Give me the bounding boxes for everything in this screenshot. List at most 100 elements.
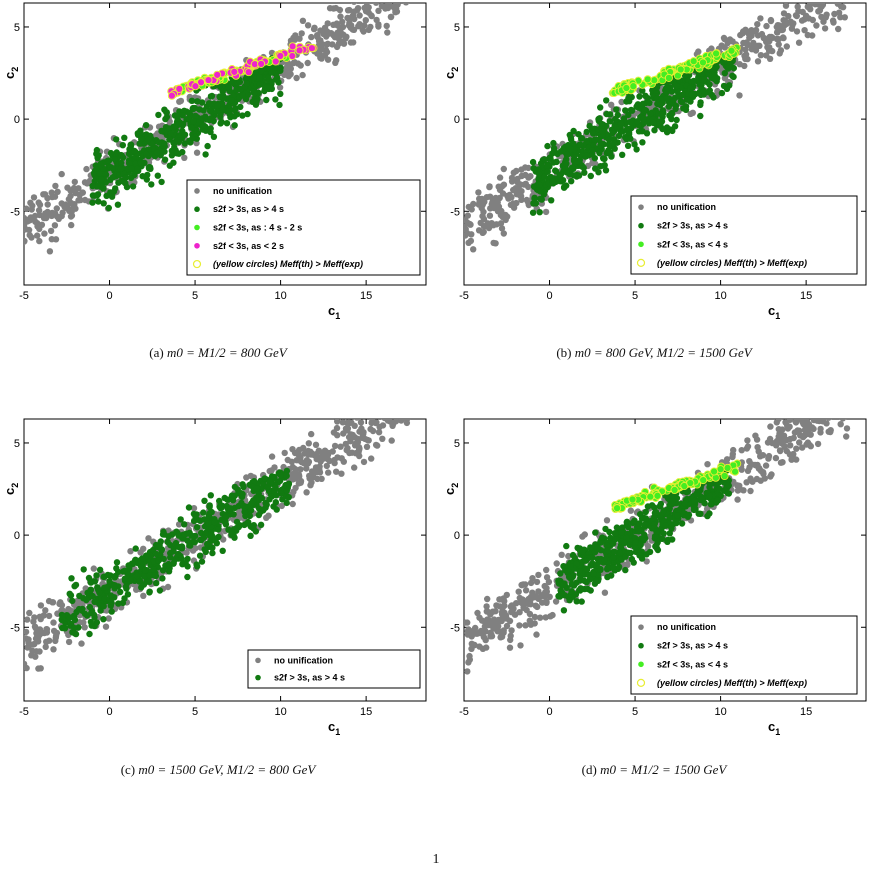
scatter-point — [273, 74, 281, 81]
scatter-point — [496, 194, 503, 202]
scatter-point — [351, 464, 358, 471]
scatter-point — [548, 197, 555, 204]
scatter-point — [814, 419, 821, 424]
scatter-point — [71, 201, 78, 208]
scatter-point — [273, 492, 280, 499]
scatter-point — [30, 194, 38, 201]
scatter-point — [193, 149, 201, 156]
scatter-point — [591, 160, 599, 167]
scatter-point — [365, 437, 372, 444]
scatter-point — [276, 84, 284, 91]
scatter-point — [742, 46, 749, 53]
scatter-point — [578, 598, 585, 605]
scatter-point — [268, 69, 276, 76]
scatter-point — [219, 547, 226, 554]
scatter-point — [683, 96, 691, 103]
scatter-point — [704, 461, 711, 468]
scatter-point — [264, 482, 272, 490]
scatter-point — [257, 60, 265, 68]
scatter-point — [622, 107, 629, 114]
scatter-point — [772, 454, 780, 462]
scatter-point — [470, 200, 477, 208]
scatter-point — [723, 456, 731, 463]
scatter-point — [619, 128, 626, 135]
scatter-point — [563, 169, 570, 176]
scatter-point — [153, 579, 160, 587]
scatter-point — [536, 614, 544, 621]
scatter-point — [498, 225, 506, 232]
scatter-point — [87, 618, 95, 626]
scatter-point — [527, 579, 535, 587]
scatter-point — [228, 97, 235, 104]
scatter-point — [536, 209, 543, 216]
scatter-point — [176, 85, 183, 93]
scatter-point — [156, 587, 164, 594]
scatter-point — [476, 195, 483, 202]
scatter-point — [244, 110, 251, 118]
scatter-point — [841, 14, 848, 21]
scatter-point — [831, 390, 837, 396]
scatter-point — [66, 590, 73, 597]
scatter-point — [340, 430, 347, 437]
scatter-point — [104, 157, 111, 164]
scatter-point — [766, 55, 774, 62]
scatter-point — [647, 110, 654, 117]
scatter-point — [333, 57, 340, 64]
scatter-point — [835, 402, 841, 408]
x-tick-label: 10 — [714, 706, 726, 718]
scatter-point — [68, 221, 75, 229]
scatter-point — [476, 643, 483, 650]
scatter-point — [531, 620, 538, 627]
scatter-point — [173, 150, 181, 157]
scatter-point — [153, 149, 161, 156]
scatter-point — [464, 212, 471, 219]
scatter-point — [827, 399, 833, 405]
scatter-point — [566, 131, 573, 139]
scatter-point — [248, 499, 255, 507]
scatter-point — [844, 382, 850, 388]
scatter-point — [107, 592, 115, 599]
scatter-point — [193, 524, 201, 531]
scatter-point — [666, 68, 674, 76]
scatter-point — [355, 23, 362, 30]
scatter-point — [105, 204, 113, 212]
scatter-point — [114, 201, 122, 208]
scatter-point — [783, 43, 790, 50]
scatter-point — [839, 388, 845, 394]
scatter-point — [285, 481, 292, 488]
scatter-point — [628, 107, 636, 114]
x-tick-label: 5 — [192, 290, 198, 302]
scatter-point — [558, 551, 565, 558]
scatter-point — [282, 67, 290, 74]
scatter-point — [320, 30, 327, 38]
yellow-ring-point — [204, 76, 213, 85]
scatter-point — [46, 248, 54, 255]
scatter-point — [778, 440, 786, 447]
scatter-point — [387, 393, 393, 399]
legend-marker-gray — [194, 188, 200, 194]
scatter-point — [651, 77, 658, 84]
legend-box — [186, 179, 421, 276]
scatter-point — [231, 492, 238, 499]
scatter-point — [334, 419, 341, 425]
scatter-point — [487, 205, 494, 212]
scatter-point — [143, 150, 150, 158]
scatter-point — [107, 149, 115, 157]
scatter-point — [782, 419, 789, 426]
legend-label: s2f > 3s, as > 4 s — [657, 221, 728, 231]
scatter-point — [832, 412, 838, 418]
scatter-point — [283, 467, 291, 475]
y-tick-label: 5 — [454, 22, 460, 34]
scatter-point — [525, 174, 532, 181]
scatter-point — [483, 608, 490, 615]
scatter-point — [308, 33, 315, 41]
scatter-point — [482, 223, 490, 230]
scatter-point — [160, 555, 167, 563]
scatter-point — [749, 44, 757, 51]
scatter-point — [510, 169, 517, 176]
scatter-point — [529, 209, 537, 216]
scatter-point — [185, 115, 192, 122]
scatter-point — [323, 462, 330, 470]
scatter-point — [218, 504, 225, 511]
scatter-point — [224, 496, 232, 503]
